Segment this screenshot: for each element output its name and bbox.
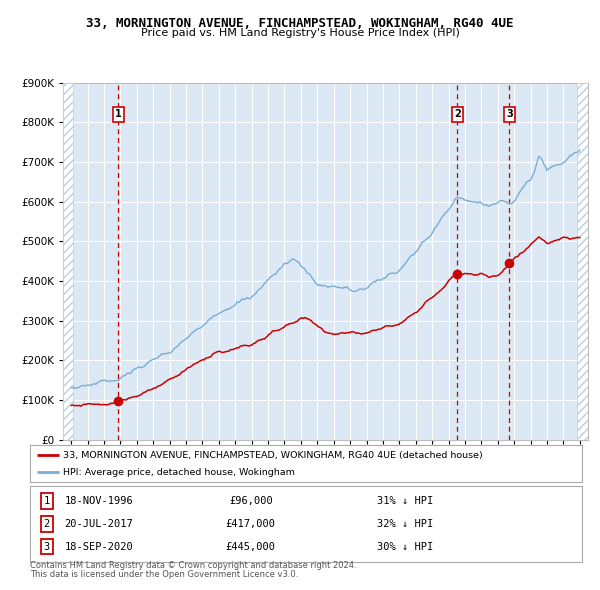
Text: £445,000: £445,000 (226, 542, 276, 552)
Text: 18-NOV-1996: 18-NOV-1996 (65, 496, 133, 506)
Text: 3: 3 (506, 109, 513, 119)
Text: HPI: Average price, detached house, Wokingham: HPI: Average price, detached house, Woki… (63, 468, 295, 477)
Text: 18-SEP-2020: 18-SEP-2020 (65, 542, 133, 552)
Text: 33, MORNINGTON AVENUE, FINCHAMPSTEAD, WOKINGHAM, RG40 4UE (detached house): 33, MORNINGTON AVENUE, FINCHAMPSTEAD, WO… (63, 451, 483, 460)
Text: 33, MORNINGTON AVENUE, FINCHAMPSTEAD, WOKINGHAM, RG40 4UE: 33, MORNINGTON AVENUE, FINCHAMPSTEAD, WO… (86, 17, 514, 30)
Text: 3: 3 (43, 542, 50, 552)
Text: £417,000: £417,000 (226, 519, 276, 529)
Text: Contains HM Land Registry data © Crown copyright and database right 2024.: Contains HM Land Registry data © Crown c… (30, 561, 356, 570)
Text: 1: 1 (115, 109, 122, 119)
Text: 30% ↓ HPI: 30% ↓ HPI (377, 542, 433, 552)
Text: 31% ↓ HPI: 31% ↓ HPI (377, 496, 433, 506)
Text: Price paid vs. HM Land Registry's House Price Index (HPI): Price paid vs. HM Land Registry's House … (140, 28, 460, 38)
Text: This data is licensed under the Open Government Licence v3.0.: This data is licensed under the Open Gov… (30, 571, 298, 579)
Text: £96,000: £96,000 (229, 496, 272, 506)
Text: 32% ↓ HPI: 32% ↓ HPI (377, 519, 433, 529)
Text: 2: 2 (454, 109, 461, 119)
Text: 2: 2 (43, 519, 50, 529)
Text: 1: 1 (43, 496, 50, 506)
Text: 20-JUL-2017: 20-JUL-2017 (65, 519, 133, 529)
Bar (577, 83, 588, 440)
Bar (63, 83, 73, 440)
